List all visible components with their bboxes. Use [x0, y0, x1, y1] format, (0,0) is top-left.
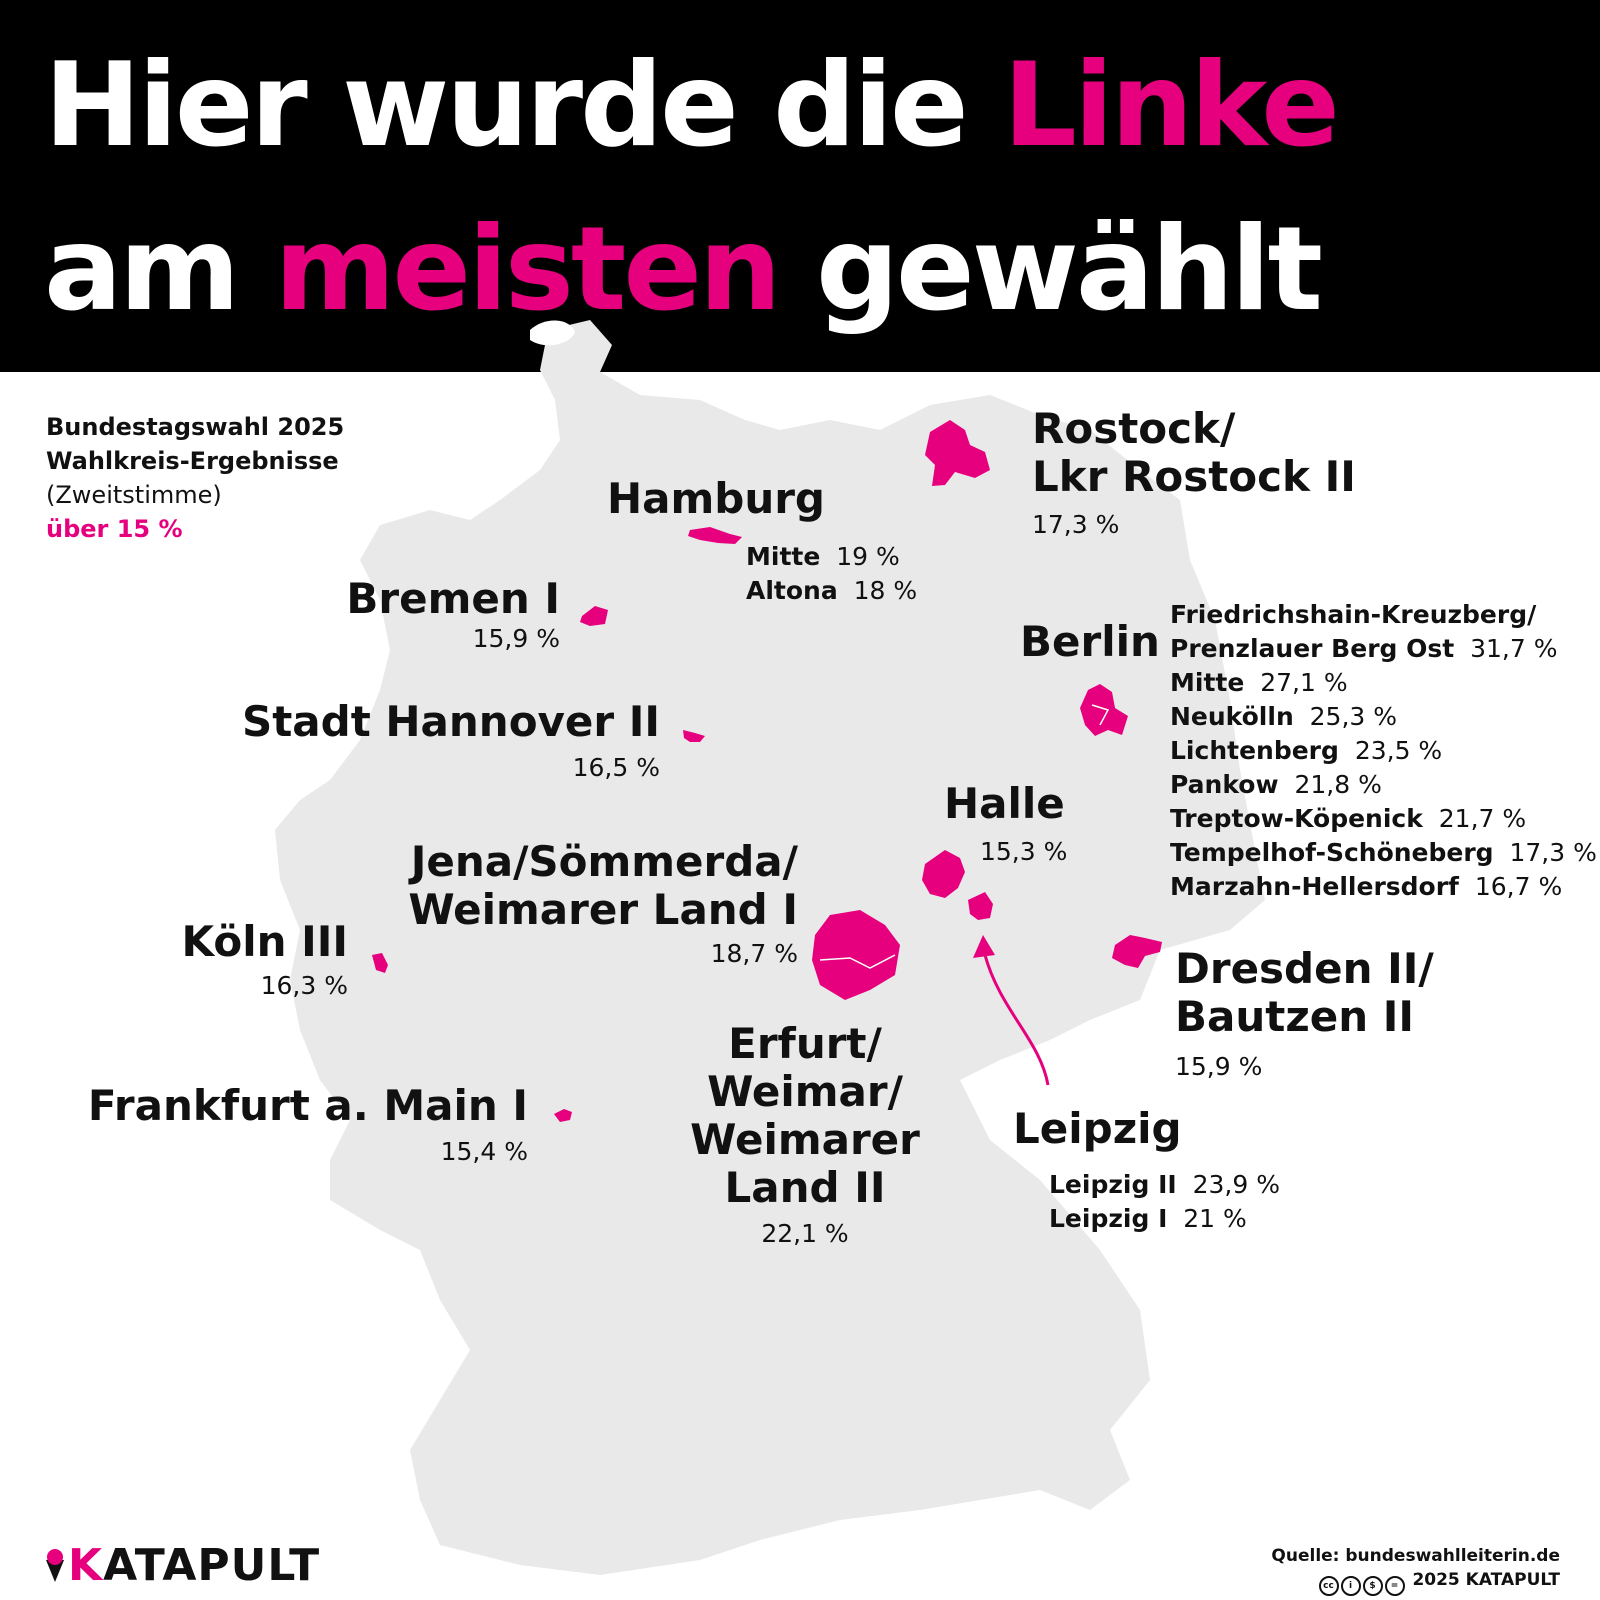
- berlin-district-row: Marzahn-Hellersdorf 16,7 %: [1170, 872, 1563, 901]
- leipzig-arrow: [983, 954, 1050, 1086]
- berlin-districts: Friedrichshain-Kreuzberg/ Prenzlauer Ber…: [1170, 598, 1597, 904]
- region-berlin: [1080, 684, 1128, 736]
- island-marker: [530, 320, 575, 346]
- region-jena: [812, 910, 900, 1000]
- leipzig-districts: Leipzig II 23,9 % Leipzig I 21 %: [1049, 1168, 1280, 1236]
- leipzig-district-row: Leipzig II 23,9 %: [1049, 1170, 1280, 1199]
- legend: Bundestagswahl 2025 Wahlkreis-Ergebnisse…: [46, 410, 344, 546]
- region-hannover: [683, 730, 705, 742]
- label-dresden: Dresden II/ Bautzen II 15,9 %: [1175, 944, 1434, 1082]
- legend-note: (Zweitstimme): [46, 481, 222, 509]
- hamburg-district-row: Mitte 19 %: [746, 542, 900, 571]
- legend-title: Bundestagswahl 2025: [46, 413, 345, 441]
- copyright-line: cc i $ = 2025 KATAPULT: [1271, 1568, 1560, 1596]
- by-icon: i: [1340, 1576, 1361, 1596]
- region-bremen: [580, 606, 608, 626]
- berlin-district-row: Treptow-Köpenick 21,7 %: [1170, 804, 1527, 833]
- hamburg-district-row: Altona 18 %: [746, 576, 918, 605]
- leipzig-district-row: Leipzig I 21 %: [1049, 1204, 1247, 1233]
- label-rostock: Rostock/ Lkr Rostock II 17,3 %: [1032, 404, 1356, 540]
- label-jena: Jena/Sömmerda/ Weimarer Land I 18,7 %: [408, 837, 798, 969]
- label-berlin: Berlin: [1020, 617, 1160, 666]
- source-credit: Quelle: bundeswahlleiterin.de cc i $ = 2025…: [1271, 1544, 1560, 1596]
- legend-subtitle: Wahlkreis-Ergebnisse: [46, 447, 339, 475]
- title-line-1: Hier wurde die Linke: [44, 38, 1340, 173]
- berlin-district-borders: [1091, 704, 1110, 726]
- brand-text: KATAPULT: [68, 1540, 321, 1591]
- region-rostock: [925, 420, 990, 486]
- label-halle: Halle: [944, 779, 1065, 828]
- cc-icon: cc: [1318, 1576, 1339, 1596]
- leipzig-arrow-head: [973, 935, 995, 958]
- region-frankfurt: [554, 1109, 572, 1122]
- germany-outline: [275, 320, 1265, 1575]
- nc-icon: $: [1362, 1576, 1383, 1596]
- label-hamburg: Hamburg: [607, 474, 825, 523]
- source-text: Quelle: bundeswahlleiterin.de: [1271, 1546, 1560, 1566]
- region-halle: [922, 850, 965, 898]
- jena-erfurt-border: [819, 954, 896, 969]
- header-background: [0, 0, 1600, 372]
- nd-icon: =: [1384, 1576, 1405, 1596]
- cone-icon: [46, 1549, 64, 1582]
- title-line-2: am meisten gewählt: [44, 202, 1323, 337]
- katapult-logo: KATAPULT: [42, 1540, 320, 1591]
- legend-threshold: über 15 %: [46, 515, 183, 543]
- region-hamburg: [688, 527, 742, 544]
- region-leipzig: [968, 892, 993, 920]
- label-leipzig: Leipzig: [1013, 1104, 1182, 1153]
- berlin-district-row: Neukölln 25,3 %: [1170, 702, 1398, 731]
- label-erfurt: Erfurt/ Weimar/ Weimarer Land II 22,1 %: [690, 1019, 920, 1249]
- region-dresden: [1112, 935, 1162, 968]
- region-koeln: [372, 953, 388, 973]
- berlin-district-row: Pankow 21,8 %: [1170, 770, 1382, 799]
- hamburg-districts: Mitte 19 % Altona 18 %: [746, 540, 917, 608]
- label-hannover: Stadt Hannover II 16,5 %: [241, 697, 660, 783]
- halle-value-wrap: 15,3 %: [980, 837, 1068, 866]
- berlin-district-row: Tempelhof-Schöneberg 17,3 %: [1170, 838, 1597, 867]
- label-bremen: Bremen I 15,9 %: [346, 574, 560, 654]
- label-frankfurt: Frankfurt a. Main I 15,4 %: [87, 1081, 528, 1167]
- berlin-district-row: Lichtenberg 23,5 %: [1170, 736, 1443, 765]
- berlin-district-row: Mitte 27,1 %: [1170, 668, 1348, 697]
- berlin-district-row: Prenzlauer Berg Ost 31,7 %: [1170, 634, 1558, 663]
- berlin-district-row: Friedrichshain-Kreuzberg/: [1170, 600, 1537, 629]
- label-koeln: Köln III 16,3 %: [181, 917, 348, 1001]
